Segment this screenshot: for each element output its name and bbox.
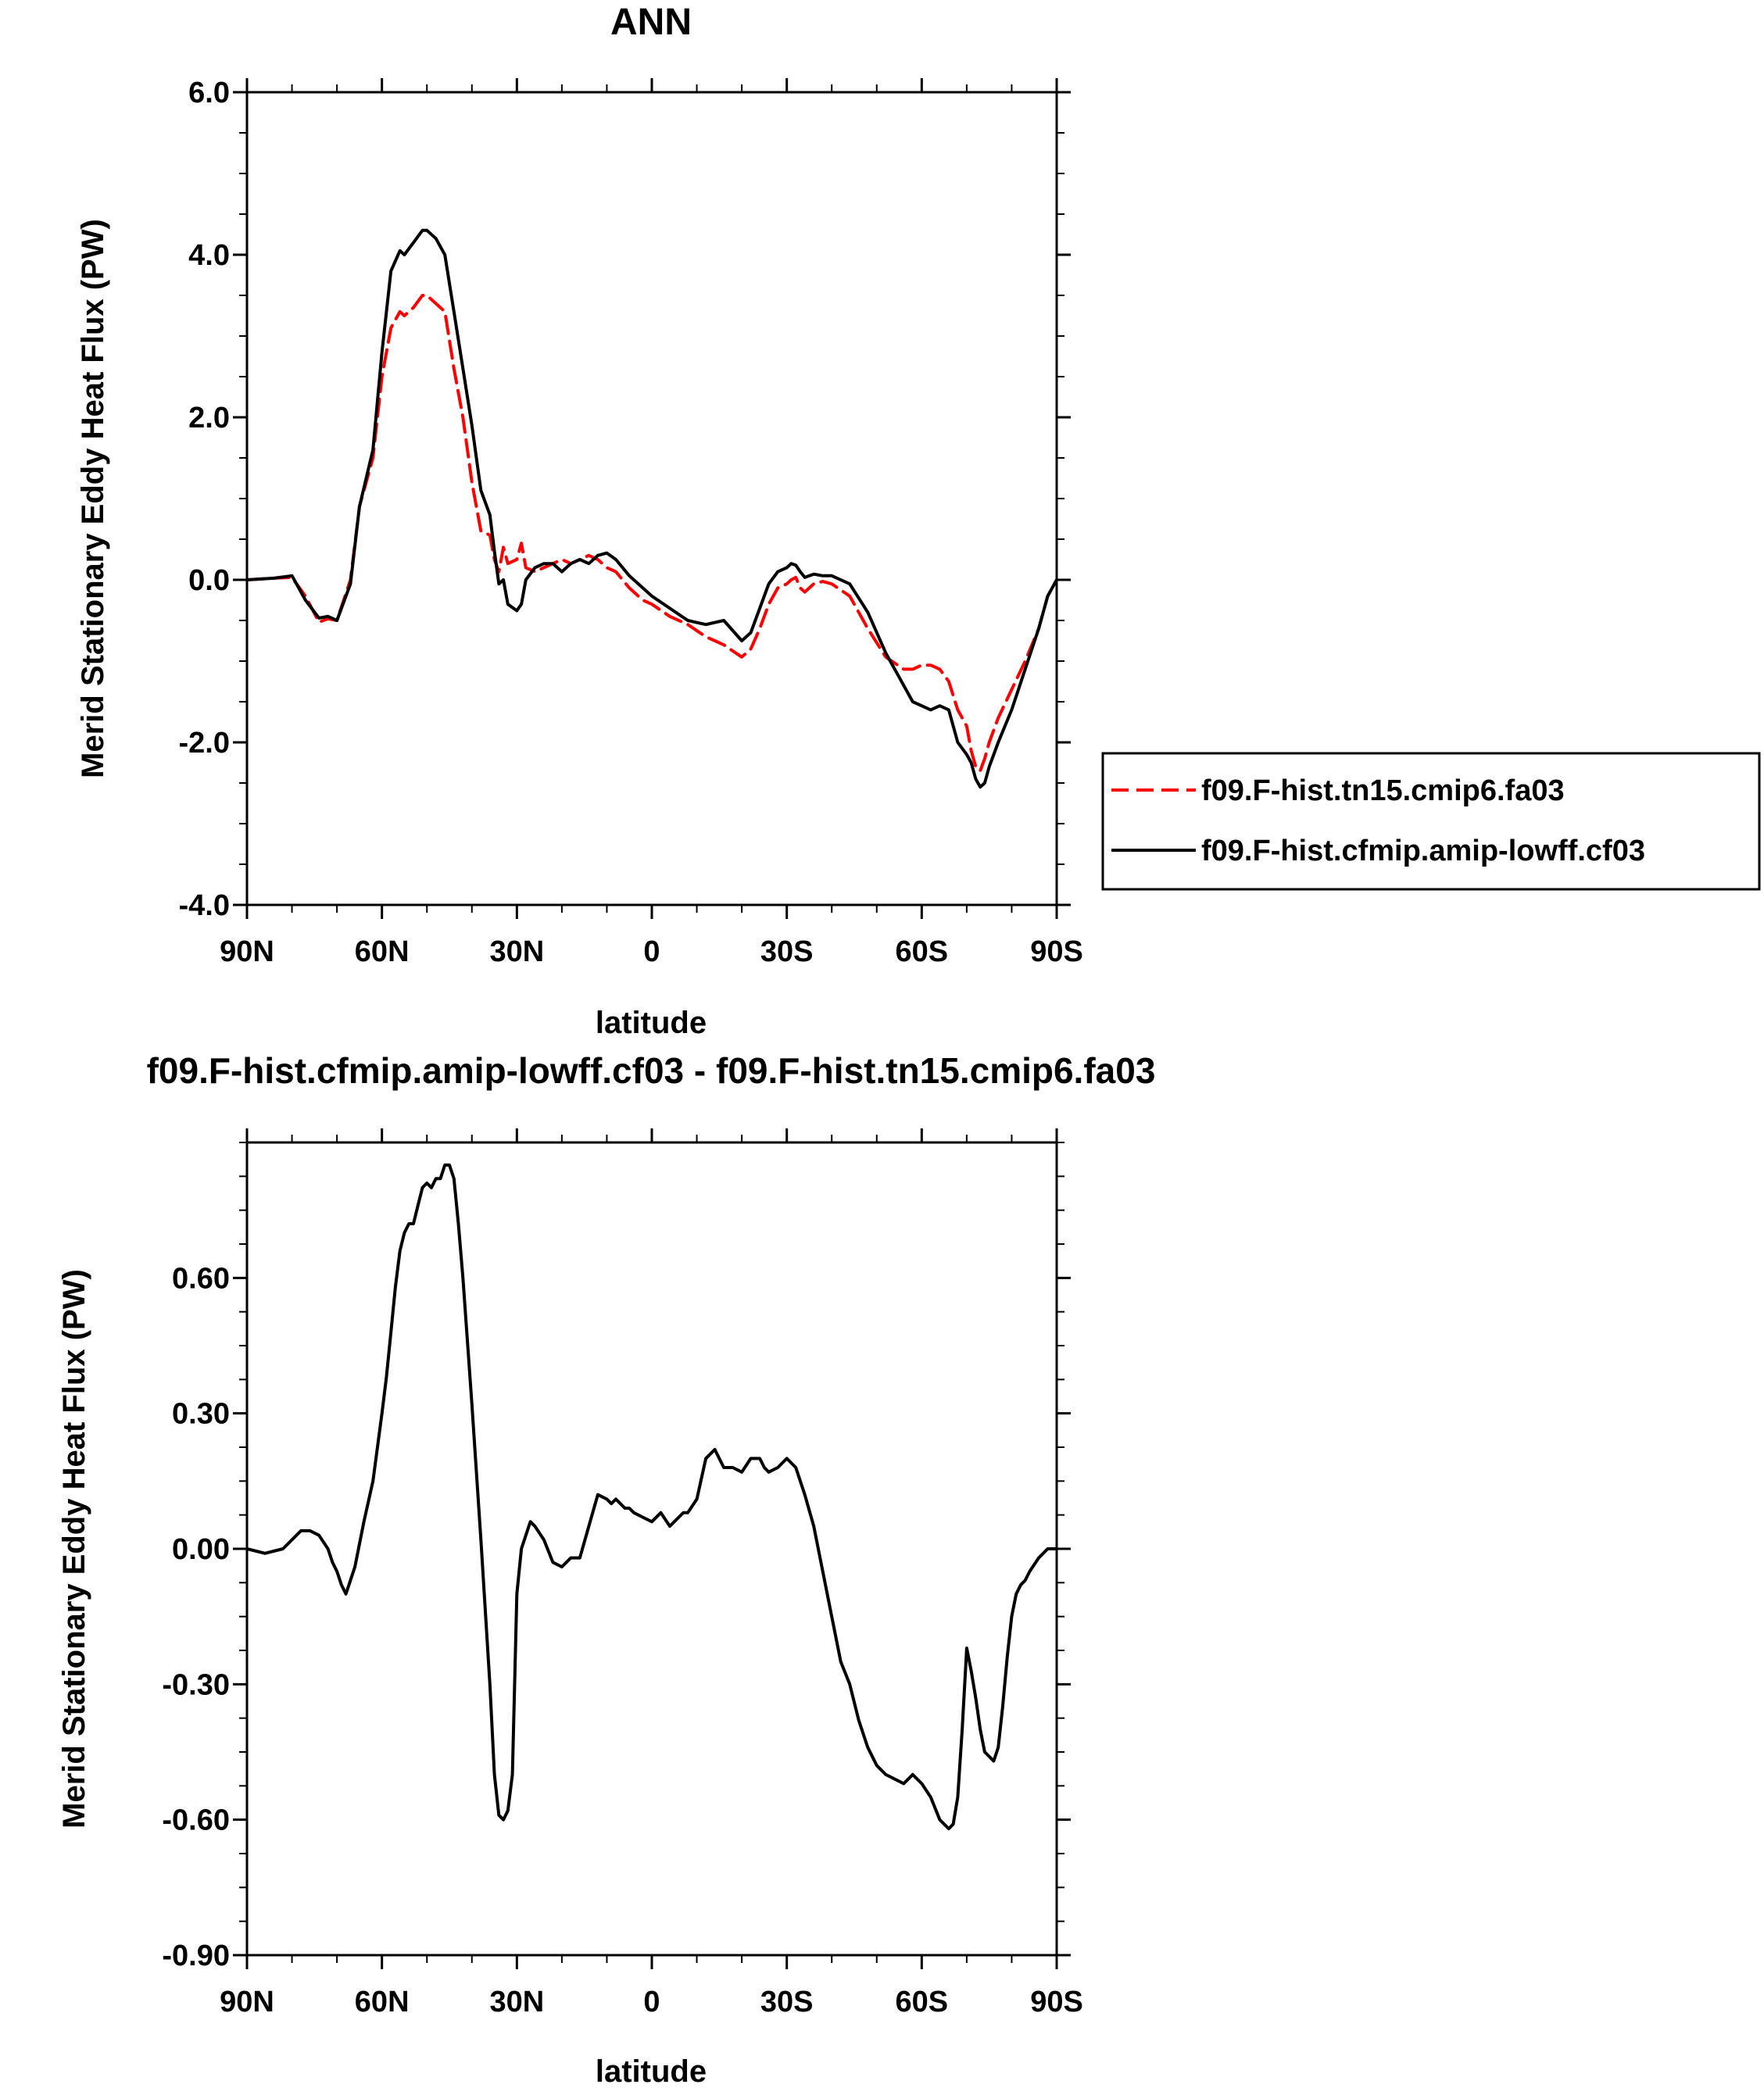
top-y-axis-label: Merid Stationary Eddy Heat Flux (PW) [76,219,110,778]
top-x-tick-label: 0 [643,935,660,968]
top-series-group [245,228,1058,789]
bottom-tick-marks [233,1128,1071,1969]
top-x-tick-label: 90N [220,935,274,968]
top-y-tick-label: 0.0 [188,564,230,597]
bot-series-line-0 [245,1163,1058,1831]
top-tick-marks [233,78,1071,919]
bottom-y-axis-label: Merid Stationary Eddy Heat Flux (PW) [57,1269,91,1829]
top-y-tick-label: 6.0 [188,77,230,109]
top-panel: ANN -4.0 -2.0 0.0 2.0 4.0 6.0 90N 60N 30N 0 30S 60… [76,2,1761,1040]
top-x-tick-label: 90S [1030,935,1083,968]
bot-y-tick-label: 0.00 [172,1533,230,1566]
bot-y-tick-label: -0.90 [162,1940,230,1972]
bottom-y-tick-labels: -0.90 -0.60 -0.30 0.00 0.30 0.60 [162,1262,230,1972]
top-y-tick-label: -2.0 [179,727,230,760]
bottom-series-group [245,1163,1058,1831]
top-x-tick-label: 30N [489,935,544,968]
bot-x-tick-label: 90N [220,1986,274,2018]
top-x-tick-label: 60S [896,935,949,968]
bot-y-tick-label: 0.30 [172,1398,230,1431]
bottom-plot-frame [245,1141,1058,1957]
top-series-line-0 [245,294,1058,773]
top-legend: f09.F-hist.tn15.cmip6.fa03 f09.F-hist.cf… [1101,752,1761,891]
top-series-line-1 [245,228,1058,789]
top-chart-title: ANN [610,2,692,43]
top-plot-frame [245,91,1058,906]
legend-box [1101,752,1761,891]
bottom-chart-title: f09.F-hist.cfmip.amip-lowff.cf03 - f09.F… [147,1050,1156,1091]
top-y-tick-label: 4.0 [188,239,230,272]
top-x-tick-label: 60N [355,935,410,968]
top-y-tick-label: -4.0 [179,889,230,922]
bot-x-tick-label: 30S [760,1986,814,2018]
bot-y-tick-label: 0.60 [172,1262,230,1295]
bottom-panel: f09.F-hist.cfmip.amip-lowff.cf03 - f09.F… [57,1050,1155,2088]
legend-label-cmip6: f09.F-hist.tn15.cmip6.fa03 [1201,774,1565,807]
bottom-x-axis-label: latitude [596,2054,707,2088]
bottom-x-tick-labels: 90N 60N 30N 0 30S 60S 90S [220,1986,1083,2018]
legend-label-cfmip: f09.F-hist.cfmip.amip-lowff.cf03 [1201,835,1645,867]
top-y-tick-labels: -4.0 -2.0 0.0 2.0 4.0 6.0 [179,77,230,922]
top-y-tick-label: 2.0 [188,402,230,434]
top-x-axis-label: latitude [596,1006,707,1040]
bot-y-tick-label: -0.30 [162,1668,230,1701]
top-x-tick-label: 30S [760,935,814,968]
top-x-tick-labels: 90N 60N 30N 0 30S 60S 90S [220,935,1083,968]
bot-x-tick-label: 30N [489,1986,544,2018]
bot-x-tick-label: 60S [896,1986,949,2018]
bot-x-tick-label: 0 [643,1986,660,2018]
bot-x-tick-label: 90S [1030,1986,1083,2018]
bot-y-tick-label: -0.60 [162,1804,230,1837]
bot-x-tick-label: 60N [355,1986,410,2018]
